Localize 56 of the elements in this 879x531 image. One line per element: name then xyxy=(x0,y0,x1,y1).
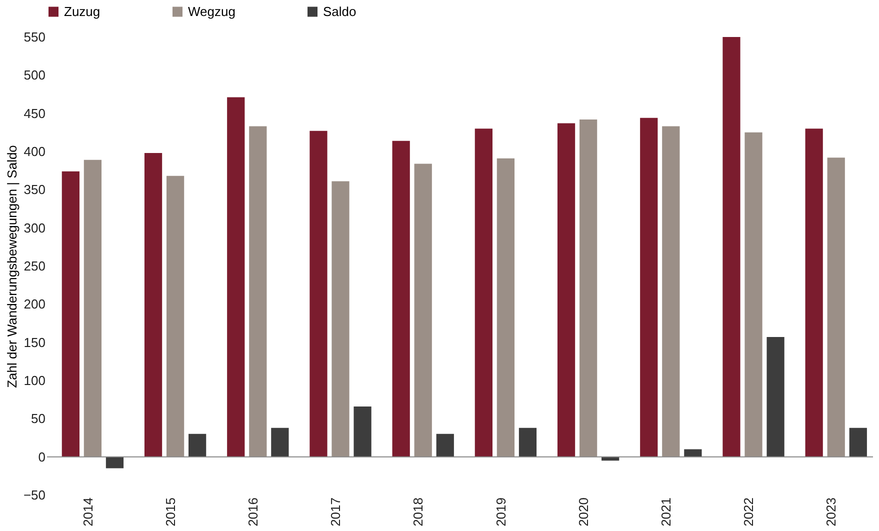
x-tick-label: 2018 xyxy=(410,498,426,526)
bar xyxy=(310,130,328,457)
y-tick-label: 250 xyxy=(24,258,46,274)
y-tick-label: 50 xyxy=(31,411,46,426)
bar xyxy=(496,158,515,457)
bar xyxy=(166,176,184,457)
y-tick-label: 350 xyxy=(24,182,46,198)
y-tick-label: 150 xyxy=(24,334,46,350)
y-tick-label: 450 xyxy=(24,106,46,121)
bar xyxy=(579,119,598,457)
x-tick-label: 2017 xyxy=(328,498,344,526)
x-tick-label: 2021 xyxy=(658,498,674,526)
legend-label: Zuzug xyxy=(64,4,100,19)
bar xyxy=(722,37,740,457)
y-tick-label: 400 xyxy=(24,144,46,159)
x-tick-label: 2016 xyxy=(246,498,260,526)
bar xyxy=(744,132,762,457)
bar xyxy=(766,336,784,457)
bar xyxy=(849,428,867,457)
bar xyxy=(392,140,410,457)
legend-label: Saldo xyxy=(323,4,356,19)
bar xyxy=(414,164,432,457)
bar xyxy=(354,406,372,457)
x-tick-label: 2023 xyxy=(824,498,839,526)
bar xyxy=(684,449,702,457)
bar xyxy=(640,118,658,457)
bar xyxy=(227,97,245,457)
x-tick-label: 2014 xyxy=(80,498,96,526)
y-tick-label: 550 xyxy=(24,30,46,44)
bar xyxy=(436,434,454,457)
x-tick-label: 2022 xyxy=(741,498,756,526)
y-tick-label: 100 xyxy=(24,373,46,388)
y-tick-label: 300 xyxy=(24,220,46,236)
bar xyxy=(474,128,492,457)
bar xyxy=(144,153,162,457)
y-tick-label: 200 xyxy=(24,296,46,312)
y-tick-label: 0 xyxy=(38,449,46,464)
x-tick-label: 2020 xyxy=(576,498,591,526)
bar xyxy=(188,434,206,457)
y-tick-label: −50 xyxy=(23,488,46,502)
bar xyxy=(805,128,823,457)
bar xyxy=(662,126,680,457)
y-axis-title: Zahl der Wanderungsbewegungen | Saldo xyxy=(4,145,20,388)
x-tick-label: 2019 xyxy=(493,498,508,526)
bar xyxy=(332,181,350,457)
bar xyxy=(518,428,537,457)
x-tick-label: 2015 xyxy=(162,498,178,526)
bar xyxy=(249,126,267,457)
bar xyxy=(62,171,80,457)
bar xyxy=(271,428,289,457)
bar xyxy=(557,123,576,457)
bar xyxy=(106,456,124,468)
bar xyxy=(827,158,845,457)
bar xyxy=(84,160,102,457)
legend-label: Wegzug xyxy=(188,4,236,19)
y-tick-label: 500 xyxy=(24,68,46,83)
